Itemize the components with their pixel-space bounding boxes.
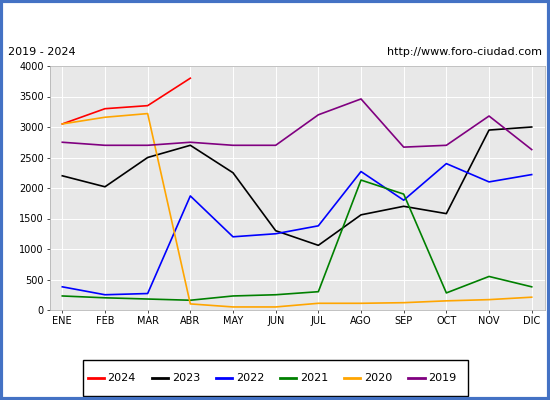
FancyBboxPatch shape bbox=[82, 360, 468, 396]
Text: http://www.foro-ciudad.com: http://www.foro-ciudad.com bbox=[387, 47, 542, 57]
Text: 2024: 2024 bbox=[107, 373, 136, 383]
Text: 2019: 2019 bbox=[428, 373, 456, 383]
Text: 2020: 2020 bbox=[364, 373, 393, 383]
Text: Evolucion Nº Turistas Extranjeros en el municipio de Fuencaliente de la Palma: Evolucion Nº Turistas Extranjeros en el … bbox=[37, 14, 513, 26]
Text: 2023: 2023 bbox=[172, 373, 200, 383]
Text: 2019 - 2024: 2019 - 2024 bbox=[8, 47, 76, 57]
Text: 2021: 2021 bbox=[300, 373, 328, 383]
Text: 2022: 2022 bbox=[236, 373, 264, 383]
